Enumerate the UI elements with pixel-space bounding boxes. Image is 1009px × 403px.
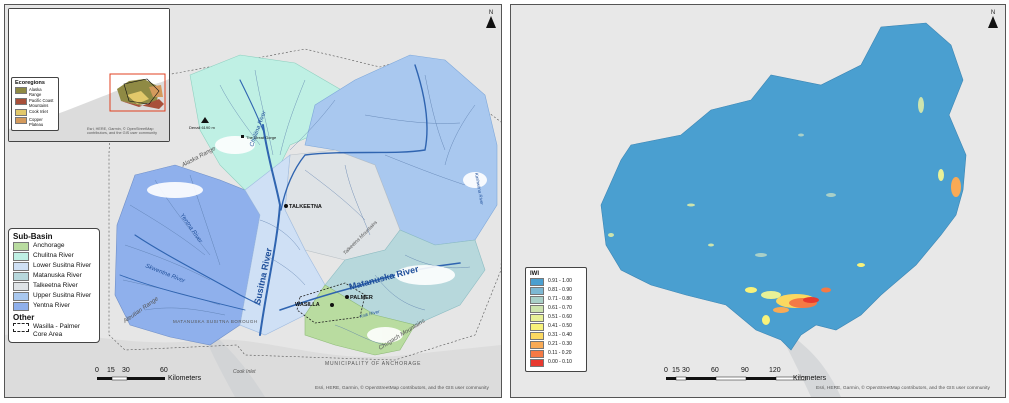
ecoregion-legend-title: Ecoregions [15,80,45,86]
legend-item-upper-susitna: Upper Susitna River [13,292,95,301]
left-north-arrow: N [485,10,497,28]
iwi-legend-title: IWI [530,271,539,277]
iwi-legend-item: 0.71 - 0.80 [530,296,582,304]
north-arrow-icon [486,16,496,28]
denali-label: Denali 6190 m [189,125,215,130]
ecoregion-item: Pacific Coast Mountains [15,98,55,108]
north-label: N [990,10,996,16]
ecoregion-legend: Ecoregions Alaska Range Pacific Coast Mo… [11,77,59,131]
great-gorge-icon [241,135,244,138]
wasilla-label: WASILLA [295,302,320,308]
iwi-legend-item: 0.11 - 0.20 [530,350,582,358]
ecoregion-item: Copper Plateau [15,117,55,127]
iwi-legend-item: 0.61 - 0.70 [530,305,582,313]
right-scale-tick-60: 60 [711,367,719,374]
borough-label: MATANUSKA SUSITNA BOROUGH [173,319,258,324]
left-scale-tick-60: 60 [160,367,168,374]
sub-basin-map-panel: Susitna River Matanuska River Yentna Riv… [4,4,502,398]
north-arrow-icon [988,16,998,28]
wasilla-marker [330,303,334,307]
iwi-legend-item: 0.31 - 0.40 [530,332,582,340]
sub-basin-legend-title: Sub-Basin [13,232,53,241]
talkeetna-marker [284,204,288,208]
iwi-legend-item: 0.81 - 0.90 [530,287,582,295]
watershed-iwi-area [600,22,967,351]
right-scale-tick-15: 15 [672,367,680,374]
left-scale-tick-30: 30 [122,367,130,374]
iwi-legend: IWI 0.91 - 1.00 0.81 - 0.90 0.71 - 0.80 … [525,267,587,372]
inset-locator-map: Ecoregions Alaska Range Pacific Coast Mo… [8,8,170,142]
iwi-map [511,5,1005,397]
great-gorge-label: The Great Gorge [246,135,277,140]
municipality-label: MUNICIPALITY OF ANCHORAGE [325,361,421,367]
study-area-boundary [108,48,501,361]
legend-item-lower-susitna: Lower Susitna River [13,262,95,271]
sub-basin-legend: Sub-Basin Anchorage Chulitna River Lower… [8,228,100,343]
glacier-areas [147,136,487,343]
palmer-label: PALMER [350,295,373,301]
ecoregion-item: Alaska Range [15,87,55,97]
legend-item-anchorage: Anchorage [13,242,95,251]
talkeetna-label: TALKEETNA [289,204,322,210]
iwi-legend-item: 0.51 - 0.60 [530,314,582,322]
iwi-map-panel: IWI 0.91 - 1.00 0.81 - 0.90 0.71 - 0.80 … [510,4,1006,398]
right-scale-tick-30: 30 [682,367,690,374]
left-scale-bar [97,376,165,381]
denali-peak-icon [201,117,209,123]
left-scale-tick-15: 15 [107,367,115,374]
cook-inlet-water [205,335,265,397]
left-scale-tick-0: 0 [95,367,99,374]
knik-river-label: Knik River [359,309,381,319]
kashwitna-river-label: Kashwitna River [474,172,485,205]
right-scale-tick-120: 120 [769,367,781,374]
inset-attribution: Esri, HERE, Garmin, © OpenStreetMap cont… [87,127,158,135]
iwi-legend-item: 0.41 - 0.50 [530,323,582,331]
right-scale-bar [666,376,807,381]
right-north-arrow: N [987,10,999,28]
north-label: N [488,10,494,16]
left-scale-unit: Kilometers [168,375,202,382]
right-scale-tick-90: 90 [741,367,749,374]
palmer-marker [345,295,349,299]
cook-inlet-label: Cook Inlet [233,369,256,375]
right-scale-unit: Kilometers [793,375,827,382]
iwi-patches [608,97,961,325]
legend-item-chulitna: Chulitna River [13,252,95,261]
right-attribution: Esri, HERE, Garmin, © OpenStreetMap cont… [816,386,990,391]
iwi-legend-item: 0.91 - 1.00 [530,278,582,286]
other-legend-title: Other [13,313,35,322]
left-attribution: Esri, HERE, Garmin, © OpenStreetMap cont… [315,386,489,391]
basin-chulitna [189,54,351,191]
legend-item-matanuska: Matanuska River [13,272,95,281]
legend-item-yentna: Yentna River [13,302,95,311]
wasilla-palmer-core-area [296,282,366,324]
iwi-legend-item: 0.00 - 0.10 [530,359,582,367]
legend-item-core-area: Wasilla - Palmer Core Area [13,323,95,338]
legend-item-talkeetna: Talkeetna River [13,282,95,291]
right-scale-tick-0: 0 [664,367,668,374]
ecoregion-item: Cook Inlet [15,109,55,116]
right-cook-inlet-water [783,335,841,397]
iwi-legend-item: 0.21 - 0.30 [530,341,582,349]
